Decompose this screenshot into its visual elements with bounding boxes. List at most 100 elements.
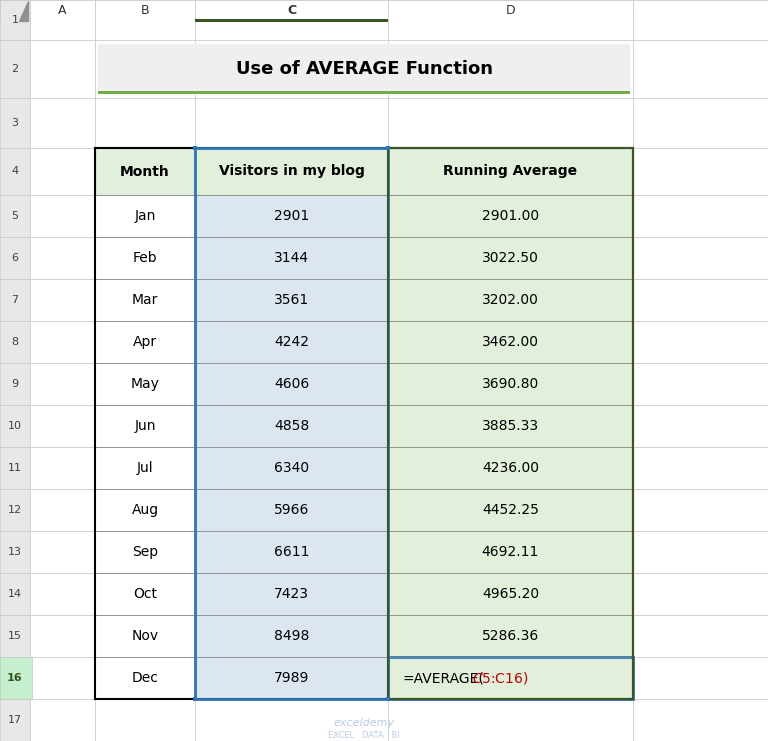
Text: Nov: Nov [131, 629, 158, 643]
Bar [633, 148, 768, 195]
Bar [195, 573, 388, 615]
Bar [633, 40, 768, 98]
Bar [0, 657, 30, 699]
Bar [95, 148, 195, 195]
Text: May: May [131, 377, 160, 391]
Bar [633, 363, 768, 405]
Bar [195, 363, 388, 405]
Bar [633, 279, 768, 321]
Bar [0, 405, 30, 447]
Bar [388, 531, 633, 573]
Text: Oct: Oct [133, 587, 157, 601]
Bar [195, 0, 388, 22]
Bar [388, 148, 633, 195]
Text: 2901.00: 2901.00 [482, 209, 539, 223]
Bar [195, 615, 388, 657]
Bar [195, 0, 388, 40]
Bar [195, 237, 388, 279]
Bar [195, 279, 388, 321]
Bar [195, 321, 388, 363]
Bar [633, 447, 768, 489]
Text: 4692.11: 4692.11 [482, 545, 539, 559]
Bar [95, 405, 195, 447]
Text: 4452.25: 4452.25 [482, 503, 539, 517]
Bar [0, 615, 30, 657]
Bar [30, 489, 95, 531]
Text: 13: 13 [8, 547, 22, 557]
Text: 8: 8 [12, 337, 18, 347]
Bar [195, 98, 388, 148]
Bar [195, 447, 388, 489]
Bar [95, 489, 195, 531]
Bar [0, 489, 30, 531]
Text: 10: 10 [8, 421, 22, 431]
Text: 3885.33: 3885.33 [482, 419, 539, 433]
Bar [30, 405, 95, 447]
Text: 4965.20: 4965.20 [482, 587, 539, 601]
Bar [95, 531, 195, 573]
Text: 16: 16 [7, 673, 23, 683]
Bar [95, 363, 195, 405]
Text: 3144: 3144 [274, 251, 309, 265]
Bar [633, 615, 768, 657]
Bar [195, 19, 388, 22]
Bar [195, 447, 388, 489]
Text: B: B [141, 4, 149, 18]
Text: 4236.00: 4236.00 [482, 461, 539, 475]
Bar [388, 363, 633, 405]
Bar [386, 146, 390, 150]
Text: Aug: Aug [131, 503, 158, 517]
Bar [30, 195, 95, 237]
Bar [388, 0, 633, 22]
Bar [95, 321, 195, 363]
Text: 9: 9 [12, 379, 18, 389]
Bar [388, 531, 633, 573]
Bar [195, 195, 388, 237]
Text: Jul: Jul [137, 461, 154, 475]
Text: Dec: Dec [131, 671, 158, 685]
Bar [95, 657, 195, 699]
Text: 5286.36: 5286.36 [482, 629, 539, 643]
Text: 4606: 4606 [274, 377, 310, 391]
Bar [388, 195, 633, 237]
Bar [0, 40, 30, 98]
Bar [388, 321, 633, 363]
Bar [95, 615, 195, 657]
Text: 7989: 7989 [274, 671, 310, 685]
Text: 2: 2 [12, 64, 18, 74]
Text: Feb: Feb [133, 251, 157, 265]
Bar [195, 657, 388, 699]
Text: 3: 3 [12, 118, 18, 128]
Text: 2901: 2901 [274, 209, 310, 223]
Bar [0, 531, 30, 573]
Text: exceldemy: exceldemy [333, 718, 395, 728]
Bar [633, 0, 768, 22]
Bar [195, 405, 388, 447]
Text: 17: 17 [8, 715, 22, 725]
Bar [95, 657, 195, 699]
Bar [0, 0, 30, 22]
Bar [388, 489, 633, 531]
Text: Running Average: Running Average [443, 165, 578, 179]
Bar [0, 98, 30, 148]
Bar [30, 615, 95, 657]
Polygon shape [19, 1, 28, 21]
Bar [30, 573, 95, 615]
Text: 14: 14 [8, 589, 22, 599]
Bar [195, 657, 388, 699]
Bar [95, 195, 195, 237]
Bar [388, 195, 633, 237]
Bar [633, 489, 768, 531]
Bar [388, 279, 633, 321]
Bar [195, 148, 388, 195]
Bar [388, 615, 633, 657]
Bar [30, 321, 95, 363]
Bar [95, 148, 633, 699]
Bar [0, 573, 30, 615]
Bar [98, 91, 630, 94]
Bar [195, 40, 388, 98]
Text: 8498: 8498 [274, 629, 310, 643]
Text: 1: 1 [12, 15, 18, 25]
Bar [195, 195, 388, 237]
Bar [633, 0, 768, 40]
